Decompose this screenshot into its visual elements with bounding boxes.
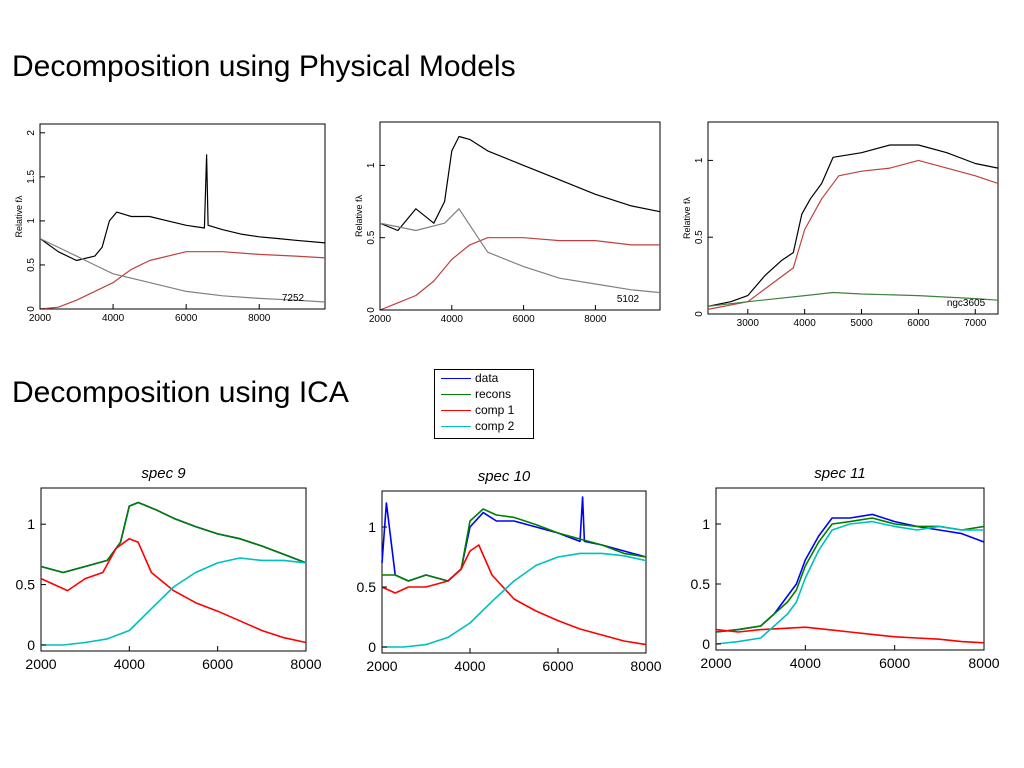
series-line-2	[707, 291, 999, 307]
x-tick-label: 6000	[879, 655, 910, 671]
plot-ica-spec9: 2000 4000 6000 8000 0 0.5 1 spec 9	[4, 460, 334, 695]
y-tick-label: 0	[694, 311, 705, 317]
legend-label: comp 2	[475, 419, 515, 433]
x-tick-label: 2000	[366, 658, 397, 674]
series-line-comp2	[382, 552, 647, 648]
x-tick-label: 4000	[441, 314, 464, 325]
x-tick-label: 4000	[794, 318, 817, 329]
plot-frame	[379, 121, 661, 311]
heading-physical-models: Decomposition using Physical Models	[12, 50, 516, 83]
legend-item-recons: recons	[435, 386, 533, 402]
x-tick-label: 8000	[584, 314, 607, 325]
y-tick-label: 0.5	[16, 577, 36, 593]
y-tick-label: 0	[26, 306, 37, 312]
series-line-recons	[715, 517, 985, 633]
x-tick-label: 2000	[369, 314, 392, 325]
y-tick-label: 0.5	[366, 230, 377, 244]
y-axis-label: Relative fλ	[682, 196, 692, 239]
y-tick-label: 0.5	[691, 576, 711, 592]
y-tick-label: 0	[366, 307, 377, 313]
x-tick-label: 8000	[968, 655, 999, 671]
y-tick-label: 1	[366, 162, 377, 168]
x-tick-label: 7000	[964, 318, 987, 329]
series-line-1	[39, 251, 326, 310]
plot-physical-ngc3605: 3000 4000 5000 6000 7000 0 0.5 1 Relative fλ ngc3…	[678, 118, 1003, 338]
y-tick-label: 0.5	[694, 230, 705, 244]
series-line-0	[39, 154, 326, 262]
x-tick-label: 2000	[29, 313, 52, 324]
series-line-comp2	[41, 557, 307, 646]
legend-swatch	[441, 410, 471, 411]
x-tick-label: 4000	[102, 313, 125, 324]
x-tick-label: 6000	[542, 658, 573, 674]
series-line-1	[379, 237, 660, 311]
legend-label: data	[475, 371, 499, 385]
x-tick-label: 4000	[790, 655, 821, 671]
plot-frame	[40, 487, 307, 652]
y-tick-label: 0.5	[357, 579, 377, 595]
plot-ica-spec10: 2000 4000 6000 8000 0 0.5 1 spec 10	[344, 462, 674, 697]
x-tick-label: 2000	[700, 655, 731, 671]
plot-frame	[715, 487, 985, 651]
y-tick-label: 0.5	[26, 258, 37, 272]
plot-ica-spec11: 2000 4000 6000 8000 0 0.5 1 spec 11	[684, 460, 1014, 695]
x-tick-label: 4000	[454, 658, 485, 674]
x-tick-label: 3000	[737, 318, 760, 329]
legend-swatch	[441, 394, 471, 395]
x-tick-label: 8000	[290, 656, 321, 672]
legend: data recons comp 1 comp 2	[434, 369, 534, 439]
series-line-comp2	[715, 520, 984, 645]
legend-label: comp 1	[475, 403, 515, 417]
plot-frame	[381, 490, 647, 654]
series-line-1	[707, 159, 999, 310]
y-axis-label: Relative fλ	[354, 194, 364, 237]
y-tick-label: 2	[26, 130, 37, 136]
y-tick-label: 1	[694, 157, 705, 163]
plot-annotation: ngc3605	[947, 298, 986, 309]
legend-item-comp1: comp 1	[435, 402, 533, 418]
y-tick-label: 1	[702, 516, 710, 532]
y-tick-label: 1.5	[26, 169, 37, 183]
plot-title: spec 10	[478, 468, 531, 485]
y-tick-label: 1	[368, 519, 376, 535]
x-tick-label: 6000	[202, 656, 233, 672]
series-line-2	[39, 237, 326, 303]
x-tick-label: 4000	[114, 656, 145, 672]
x-tick-label: 8000	[248, 313, 271, 324]
y-axis-label: Relative fλ	[14, 195, 24, 238]
plot-physical-7252: 2000 4000 6000 8000 0 0.5 1 1.5 2 Relative fλ 7252	[8, 118, 333, 335]
plot-annotation: 5102	[617, 294, 640, 305]
plot-title: spec 11	[814, 465, 865, 482]
series-line-comp1	[40, 537, 307, 644]
plot-physical-5102: 2000 4000 6000 8000 0 0.5 1 Relative fλ 5102	[350, 118, 665, 335]
x-tick-label: 6000	[907, 318, 930, 329]
plot-title: spec 9	[141, 465, 186, 482]
series-line-0	[379, 135, 661, 232]
legend-item-data: data	[435, 370, 533, 386]
series-line-recons	[40, 501, 307, 574]
series-line-0	[707, 144, 999, 307]
y-tick-label: 0	[702, 636, 710, 652]
y-tick-label: 0	[27, 637, 35, 653]
plot-frame	[707, 121, 999, 315]
series-line-comp1	[715, 626, 985, 644]
legend-item-comp2: comp 2	[435, 418, 533, 434]
x-tick-label: 6000	[512, 314, 535, 325]
series-line-recons	[382, 508, 647, 582]
series-line-comp1	[381, 544, 647, 646]
plot-frame	[39, 123, 326, 310]
y-tick-label: 1	[26, 218, 37, 224]
y-tick-label: 1	[27, 516, 35, 532]
x-tick-label: 2000	[25, 656, 56, 672]
heading-ica: Decomposition using ICA	[12, 376, 349, 409]
legend-swatch	[441, 426, 471, 427]
x-tick-label: 6000	[175, 313, 198, 324]
x-tick-label: 8000	[630, 658, 661, 674]
legend-swatch	[441, 378, 471, 379]
legend-label: recons	[475, 387, 512, 401]
y-tick-label: 0	[368, 639, 376, 655]
x-tick-label: 5000	[850, 318, 873, 329]
plot-annotation: 7252	[282, 293, 305, 304]
series-line-2	[379, 208, 661, 294]
